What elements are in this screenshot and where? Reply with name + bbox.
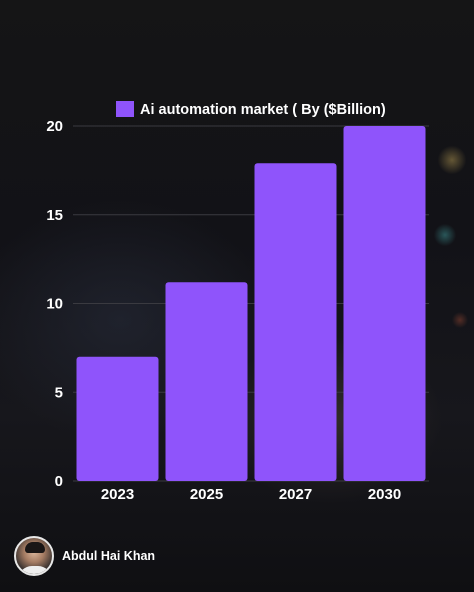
y-tick-label: 10 bbox=[46, 296, 63, 313]
legend-label: Ai automation market ( By ($Billion) bbox=[140, 102, 386, 118]
y-tick-label: 15 bbox=[46, 207, 63, 224]
y-tick-label: 20 bbox=[46, 118, 63, 135]
legend-swatch bbox=[116, 101, 134, 117]
x-tick-label: 2023 bbox=[101, 486, 134, 503]
bar-2023 bbox=[76, 356, 159, 481]
legend: Ai automation market ( By ($Billion) bbox=[116, 101, 386, 118]
bar-2027 bbox=[254, 163, 337, 481]
x-tick-label: 2027 bbox=[279, 486, 312, 503]
y-tick-label: 5 bbox=[55, 384, 63, 401]
bar-2025 bbox=[165, 282, 248, 481]
bars bbox=[76, 126, 426, 481]
avatar bbox=[14, 536, 54, 576]
y-tick-label: 0 bbox=[55, 473, 63, 490]
x-tick-label: 2025 bbox=[190, 486, 223, 503]
bar-2030 bbox=[343, 126, 426, 481]
author-name: Abdul Hai Khan bbox=[62, 549, 156, 563]
x-tick-label: 2030 bbox=[368, 486, 401, 503]
author-badge: Abdul Hai Khan bbox=[14, 536, 155, 576]
y-axis-ticks: 0 5 10 15 20 bbox=[46, 118, 63, 490]
x-axis-ticks: 2023 2025 2027 2030 bbox=[101, 486, 401, 503]
